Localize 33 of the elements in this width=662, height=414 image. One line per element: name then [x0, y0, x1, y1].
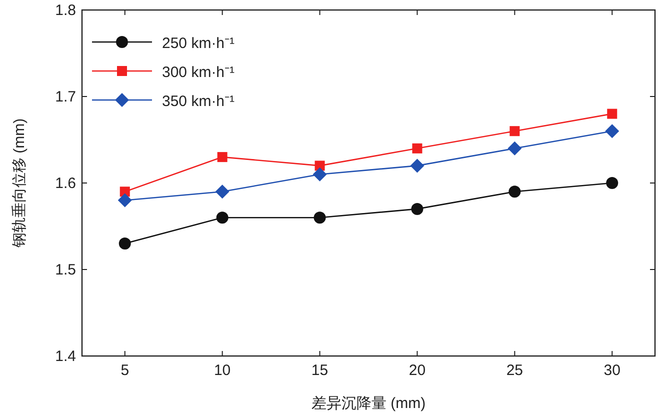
y-tick-label: 1.4 — [55, 348, 76, 365]
point — [314, 212, 326, 224]
y-tick-label: 1.5 — [55, 262, 76, 278]
x-tick-label: 30 — [604, 362, 620, 379]
x-tick-label: 10 — [214, 362, 231, 379]
legend-label: 300 km·h⁻¹ — [162, 64, 235, 81]
point — [412, 143, 422, 154]
point — [216, 212, 228, 224]
x-tick-label: 20 — [408, 362, 426, 379]
point — [605, 124, 620, 138]
point — [508, 186, 521, 198]
point — [410, 158, 424, 173]
point — [314, 160, 325, 171]
point — [508, 141, 522, 156]
point — [118, 193, 132, 208]
point — [217, 152, 228, 162]
point — [411, 202, 424, 215]
y-axis-title: 钢轨垂向位移 (mm) — [11, 118, 28, 249]
point — [606, 177, 618, 189]
point — [312, 167, 327, 182]
y-tick-label: 1.8 — [55, 2, 76, 19]
point — [118, 238, 131, 250]
x-tick-label: 5 — [120, 362, 130, 379]
legend-label: 350 km·h⁻¹ — [162, 93, 235, 110]
point — [607, 108, 618, 119]
point — [215, 184, 230, 199]
legend-label: 250 km·h⁻¹ — [162, 35, 235, 52]
point — [510, 126, 520, 136]
y-tick-label: 1.7 — [55, 88, 76, 106]
x-tick-label: 15 — [311, 362, 328, 379]
y-tick-label: 1.6 — [55, 175, 76, 192]
x-axis-title: 差异沉降量 (mm) — [311, 395, 426, 412]
x-tick-label: 25 — [506, 362, 524, 379]
